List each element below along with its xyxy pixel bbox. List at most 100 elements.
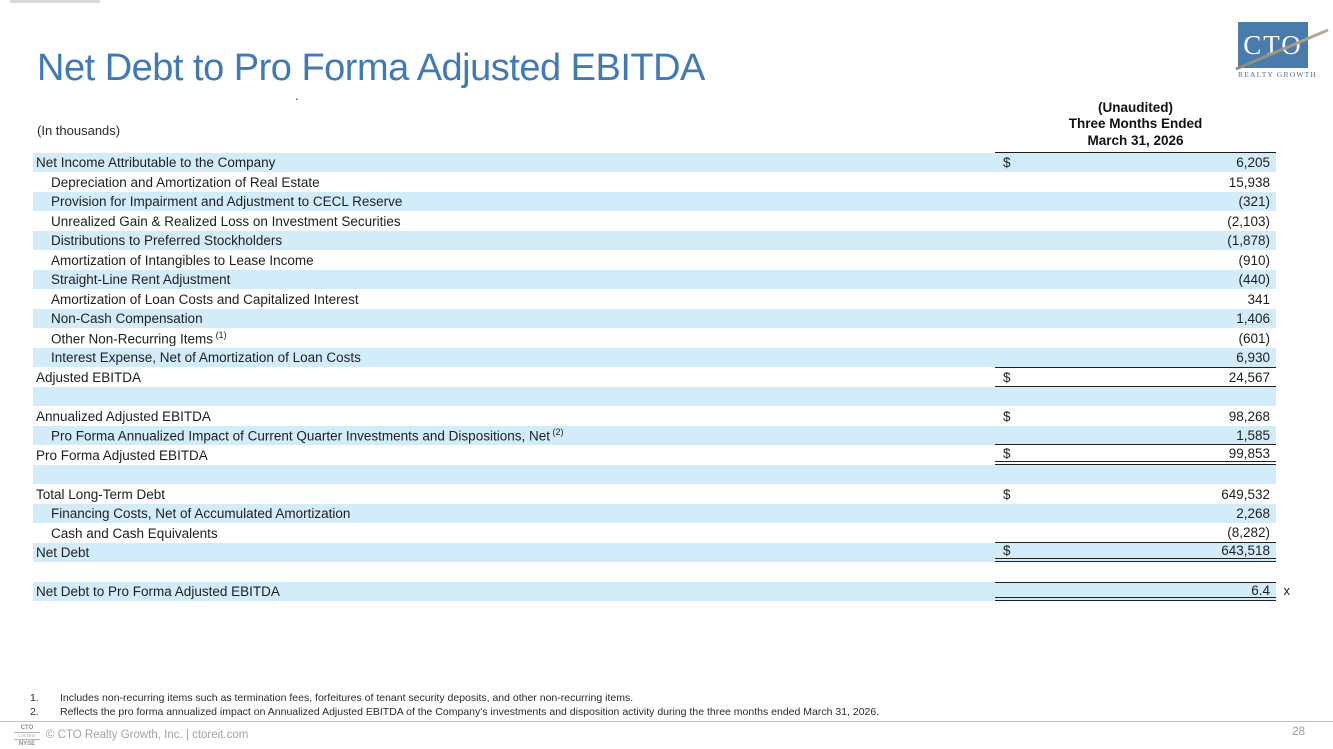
row-value: 6,930 — [1236, 350, 1270, 366]
footnotes: 1. Includes non-recurring items such as … — [30, 691, 879, 719]
table-row: Cash and Cash Equivalents (8,282) — [33, 523, 1276, 543]
dollar-sign: $ — [1003, 369, 1011, 385]
logo-tagline: REALTY GROWTH — [1238, 70, 1317, 79]
row-label: Financing Costs, Net of Accumulated Amor… — [51, 506, 351, 522]
financial-table: (In thousands) (Unaudited) Three Months … — [33, 100, 1290, 602]
row-label: Interest Expense, Net of Amortization of… — [51, 350, 361, 366]
footnote-reference: (1) — [213, 329, 227, 340]
table-row: Pro Forma Adjusted EBITDA $99,853 — [33, 445, 1276, 465]
row-value: 98,268 — [1228, 408, 1270, 424]
dollar-sign: $ — [1003, 543, 1011, 559]
row-amount-cell: 6,930 — [995, 348, 1276, 368]
stray-period-mark: . — [295, 88, 299, 103]
row-amount-cell: (910) — [995, 250, 1276, 270]
row-amount-cell: 2,268 — [995, 504, 1276, 524]
dollar-sign: $ — [1003, 155, 1011, 171]
row-amount-cell: $98,268 — [995, 406, 1276, 426]
row-amount-cell: (1,878) — [995, 231, 1276, 251]
row-amount-cell: 1,406 — [995, 309, 1276, 329]
table-row: Annualized Adjusted EBITDA $98,268 — [33, 406, 1276, 426]
table-row: Net Debt to Pro Forma Adjusted EBITDA 6.4… — [33, 581, 1290, 602]
table-row: Net Debt $643,518 — [33, 542, 1276, 563]
row-value: 1,406 — [1236, 311, 1270, 327]
period-header: (Unaudited) Three Months Ended March 31,… — [995, 100, 1276, 153]
row-value: (8,282) — [1227, 525, 1270, 541]
footnote-number: 2. — [30, 706, 39, 718]
row-amount-cell: 15,938 — [995, 172, 1276, 192]
top-accent-bar — [10, 0, 100, 3]
row-value: (2,103) — [1227, 213, 1270, 229]
row-label: Amortization of Loan Costs and Capitaliz… — [51, 291, 359, 307]
row-label: Provision for Impairment and Adjustment … — [51, 194, 403, 210]
footnote-2: 2. Reflects the pro forma annualized imp… — [30, 705, 879, 719]
table-row: Straight-Line Rent Adjustment (440) — [33, 269, 1276, 290]
table-row — [33, 386, 1276, 407]
row-value: 649,532 — [1221, 486, 1270, 502]
table-row: Unrealized Gain & Realized Loss on Inves… — [33, 211, 1276, 231]
table-row: Amortization of Intangibles to Lease Inc… — [33, 250, 1276, 270]
row-value: 6,205 — [1236, 155, 1270, 171]
footnote-1: 1. Includes non-recurring items such as … — [30, 691, 879, 705]
table-row: Provision for Impairment and Adjustment … — [33, 191, 1276, 212]
table-row: Pro Forma Annualized Impact of Current Q… — [33, 425, 1276, 446]
logo-square: CTO — [1235, 22, 1329, 71]
dollar-sign: $ — [1003, 445, 1011, 461]
row-label: Total Long-Term Debt — [36, 486, 166, 502]
dollar-sign: $ — [1003, 486, 1011, 502]
page-title: Net Debt to Pro Forma Adjusted EBITDA — [37, 47, 705, 90]
company-logo: CTO REALTY GROWTH — [1235, 22, 1329, 79]
badge-ticker: CTO — [20, 725, 34, 731]
row-amount-cell — [995, 465, 1276, 485]
footnote-reference: (2) — [549, 427, 564, 438]
row-amount-cell: $649,532 — [995, 484, 1276, 504]
header-line-unaudited: (Unaudited) — [1098, 100, 1173, 115]
table-row: Financing Costs, Net of Accumulated Amor… — [33, 503, 1276, 524]
table-row: Interest Expense, Net of Amortization of… — [33, 347, 1276, 368]
row-value: 643,518 — [1221, 543, 1270, 559]
row-amount-cell: 1,585 — [995, 426, 1276, 446]
row-label: Pro Forma Adjusted EBITDA — [36, 447, 208, 463]
units-label: (In thousands) — [37, 122, 121, 138]
row-amount-cell — [995, 387, 1276, 407]
footnote-text: Reflects the pro forma annualized impact… — [60, 706, 880, 718]
row-amount-cell: (321) — [995, 192, 1276, 212]
row-label: Distributions to Preferred Stockholders — [51, 233, 283, 249]
footer-copyright: © CTO Realty Growth, Inc. | ctoreit.com — [46, 729, 249, 741]
table-row: Adjusted EBITDA $24,567 — [33, 367, 1276, 387]
page-number: 28 — [1292, 726, 1305, 738]
table-row: Non-Cash Compensation 1,406 — [33, 308, 1276, 329]
table-row: Amortization of Loan Costs and Capitaliz… — [33, 289, 1276, 309]
row-label: Net Debt to Pro Forma Adjusted EBITDA — [36, 584, 280, 600]
row-value: 24,567 — [1228, 369, 1270, 385]
footnote-text: Includes non-recurring items such as ter… — [60, 692, 634, 704]
row-label: Unrealized Gain & Realized Loss on Inves… — [51, 213, 401, 229]
row-label: Adjusted EBITDA — [36, 369, 142, 385]
row-value: (910) — [1238, 252, 1270, 268]
row-amount-cell: 6.4 x — [995, 581, 1290, 602]
row-amount-cell: (601) — [995, 328, 1276, 348]
table-row: Total Long-Term Debt $649,532 — [33, 484, 1276, 504]
table-row: Distributions to Preferred Stockholders (… — [33, 230, 1276, 251]
row-amount-cell: (8,282) — [995, 523, 1276, 543]
row-label: Straight-Line Rent Adjustment — [51, 272, 231, 288]
row-amount-cell: $643,518 — [995, 543, 1276, 563]
row-label: Amortization of Intangibles to Lease Inc… — [51, 252, 314, 268]
row-amount-cell: $24,567 — [995, 367, 1276, 387]
row-label: Net Debt — [36, 545, 90, 561]
row-amount-cell: $6,205 — [995, 153, 1276, 173]
row-value: (440) — [1238, 272, 1270, 288]
row-label: Pro Forma Annualized Impact of Current Q… — [51, 427, 564, 444]
nyse-listed-badge: CTO LISTED NYSE — [14, 725, 40, 747]
row-label: Other Non-Recurring Items (1) — [51, 329, 227, 347]
badge-listed-label: LISTED — [14, 732, 40, 740]
row-amount-cell: 341 — [995, 289, 1276, 309]
row-amount-cell: (2,103) — [995, 211, 1276, 231]
row-label: Net Income Attributable to the Company — [36, 155, 276, 171]
row-value: (601) — [1238, 330, 1270, 346]
row-value: 1,585 — [1236, 427, 1270, 443]
table-body: Net Income Attributable to the Company $6… — [33, 152, 1290, 602]
row-amount-cell: $99,853 — [995, 445, 1276, 465]
table-row: Net Income Attributable to the Company $6… — [33, 152, 1276, 173]
row-label: Non-Cash Compensation — [51, 311, 203, 327]
